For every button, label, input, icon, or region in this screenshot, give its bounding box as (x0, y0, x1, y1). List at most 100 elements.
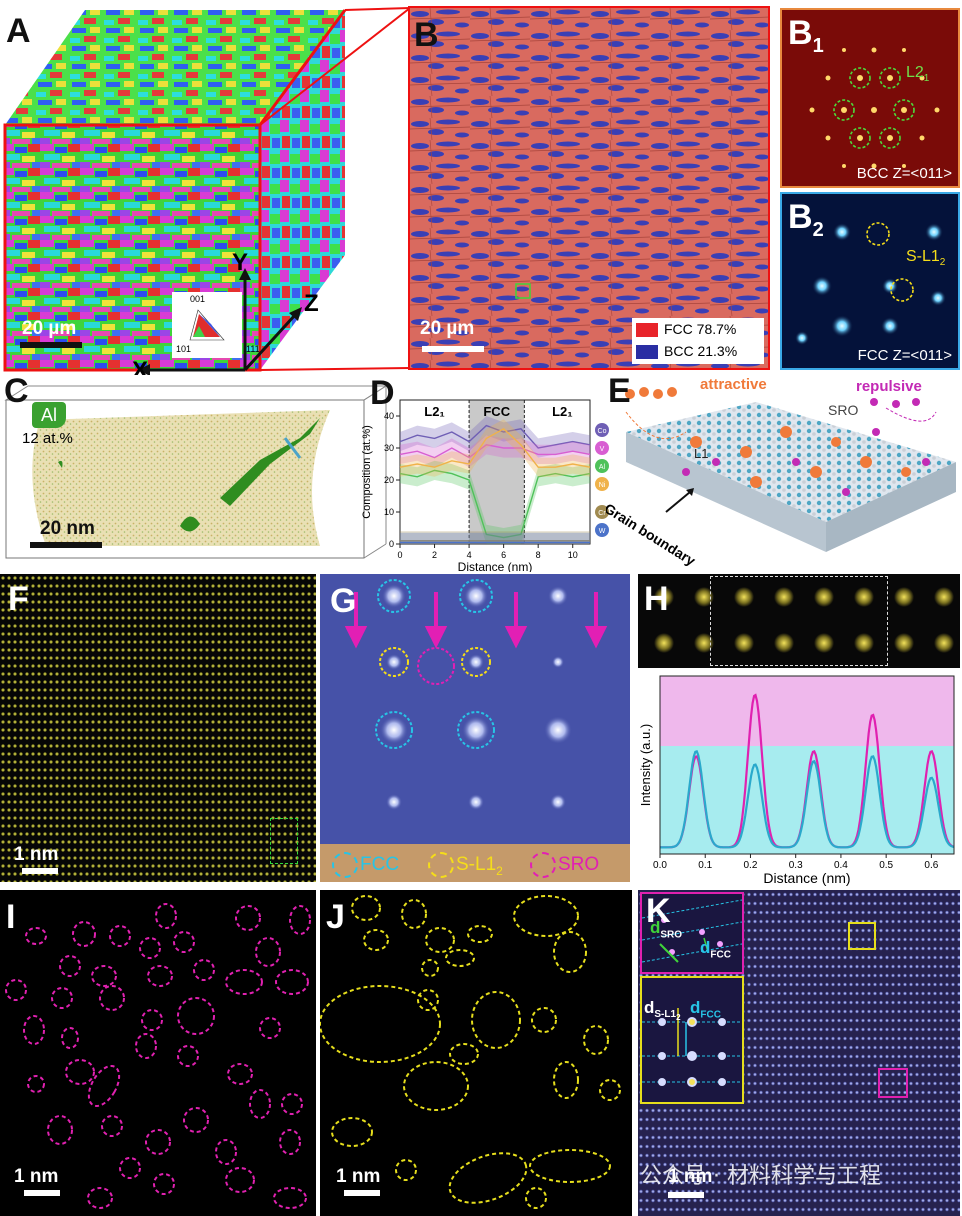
region-label: FCC (483, 404, 510, 419)
fcc-legend-marker (332, 852, 358, 878)
scale-bar (20, 342, 82, 348)
panel-c: Al 12 at.% C 20 nm (0, 378, 390, 568)
ipf-label-101: 101 (176, 344, 192, 354)
haadf-strip (638, 574, 960, 668)
ebsd-cube (3, 9, 347, 375)
legend-label-W: W (599, 528, 606, 535)
sro-ellipse-map (5, 903, 311, 1209)
composition-profile-chart: L2₁ FCC L2₁ Co V Al Ni Cr W 0 2 4 6 8 10 0 10 20 30 40 Dista… (361, 399, 609, 572)
bcc-swatch (636, 345, 658, 359)
legend-label-Co: Co (598, 428, 607, 435)
legend-label-Cr: Cr (598, 510, 606, 517)
apt-tip (32, 410, 331, 546)
plot-frame (399, 399, 591, 545)
series-band-V (400, 435, 590, 468)
legend-marker-V (595, 441, 609, 455)
series-line-V (399, 444, 591, 459)
x-tick-label: 0 (397, 550, 402, 560)
panel-e: E attractive repulsive SRO L1 Grain boun… (606, 372, 962, 570)
panel-b-label: B (414, 16, 439, 54)
panel-b2: B2 S-L12 FCC Z=<011> (780, 192, 960, 370)
panel-i-label: I (6, 898, 16, 936)
bcc-diffraction (809, 47, 940, 169)
panel-b1: B1 L21 BCC Z=<011> (780, 8, 960, 188)
phase-map (410, 8, 768, 368)
sro-legend-text: SRO (558, 854, 600, 875)
x-tick-label: 0.2 (744, 860, 758, 871)
plot-frame (659, 675, 955, 855)
sl12-inset (640, 976, 744, 1104)
x-tick-label: 0.0 (653, 860, 667, 871)
d-fcc-label: dFCC (700, 938, 731, 961)
scale-bar-text: 1 nm (14, 1166, 59, 1187)
scale-bar (24, 1190, 60, 1196)
sl12-spot-label: S-L12 (906, 248, 946, 269)
legend-label-V: V (600, 446, 605, 453)
panel-k: dSRO dFCC dS-L12 dFCC K 1 nm 公众号 · 材料科学与… (638, 890, 960, 1216)
l21-spot-label: L21 (906, 64, 930, 85)
fcc-diffraction (795, 222, 946, 345)
al-isosurface (220, 418, 320, 506)
axis-label-x: X (132, 357, 149, 375)
x-tick-label: 10 (568, 550, 578, 560)
scale-bar-text: 1 nm (14, 844, 59, 865)
legend-marker-Al (595, 459, 609, 473)
x-axis-label: Distance (nm) (763, 870, 850, 886)
scale-bar-text: 1 nm (668, 1166, 713, 1187)
fcc-region-shade (469, 400, 525, 544)
panel-b: B 20 µm FCC 78.7% BCC 21.3% (408, 6, 770, 370)
repulsive-label: repulsive (856, 378, 922, 395)
panel-a-label: A (6, 12, 31, 50)
legend-marker-W (595, 523, 609, 537)
legend-label-Ni: Ni (599, 482, 606, 489)
panel-e-label: E (608, 372, 631, 410)
series-line-Co (399, 424, 591, 449)
panel-b2-label: B2 (788, 198, 824, 241)
ipf-label-111: 111 (246, 344, 260, 354)
region-label: L2₁ (424, 404, 445, 419)
zone-axis-text: FCC Z=<011> (857, 347, 952, 364)
fft-legend (320, 844, 630, 882)
scale-bar (422, 346, 484, 352)
x-tick-label: 4 (467, 550, 472, 560)
strip-roi (710, 576, 888, 666)
scale-bar (22, 868, 58, 874)
y-axis-label: Composition (at.%) (361, 425, 373, 519)
x-axis-label: Distance (nm) (458, 560, 533, 572)
series-band-Al (400, 460, 590, 544)
x-tick-label: 0.3 (789, 860, 803, 871)
cube-side-face (260, 10, 345, 370)
legend-marker-Co (595, 423, 609, 437)
sro-label: SRO (828, 402, 859, 418)
x-tick-label: 0.6 (924, 860, 938, 871)
scale-bar (344, 1190, 380, 1196)
scale-bar (30, 542, 102, 548)
panel-f: F 1 nm (0, 574, 316, 882)
bcc-legend-text: BCC 21.3% (664, 343, 738, 359)
scale-bar-text: 20 nm (40, 518, 95, 539)
intensity-profile-chart: 0.0 0.1 0.2 0.3 0.4 0.5 0.6 Distance (nm) Intens… (638, 675, 955, 886)
panel-f-label: F (8, 580, 29, 618)
legend-label-Al: Al (599, 464, 606, 471)
x-tick-label: 6 (501, 550, 506, 560)
panel-h-label: H (644, 580, 669, 618)
al-concentration-text: 12 at.% (22, 430, 73, 447)
x-tick-label: 2 (432, 550, 437, 560)
scale-bar-text: 20 µm (22, 318, 77, 339)
d-sro-label: dSRO (650, 918, 683, 941)
sl12-legend-text: S-L12 (456, 854, 503, 878)
sro-schematic (625, 387, 956, 552)
fcc-legend-text: FCC 78.7% (664, 321, 737, 337)
zone-axis-text: BCC Z=<011> (856, 165, 952, 182)
panel-i: I 1 nm (0, 890, 316, 1216)
intensity-series-1 (660, 750, 955, 849)
y-axis-label: Intensity (a.u.) (638, 724, 653, 806)
roi-box-magenta (878, 1068, 908, 1098)
panel-j-label: J (326, 898, 345, 936)
axis-label-y: Y (232, 249, 249, 276)
x-tick-label: 8 (536, 550, 541, 560)
roi-box (270, 818, 298, 864)
sl12-ellipse-map (320, 895, 621, 1209)
y-tick-label: 20 (384, 475, 394, 485)
l1-label: L1 (694, 446, 709, 461)
